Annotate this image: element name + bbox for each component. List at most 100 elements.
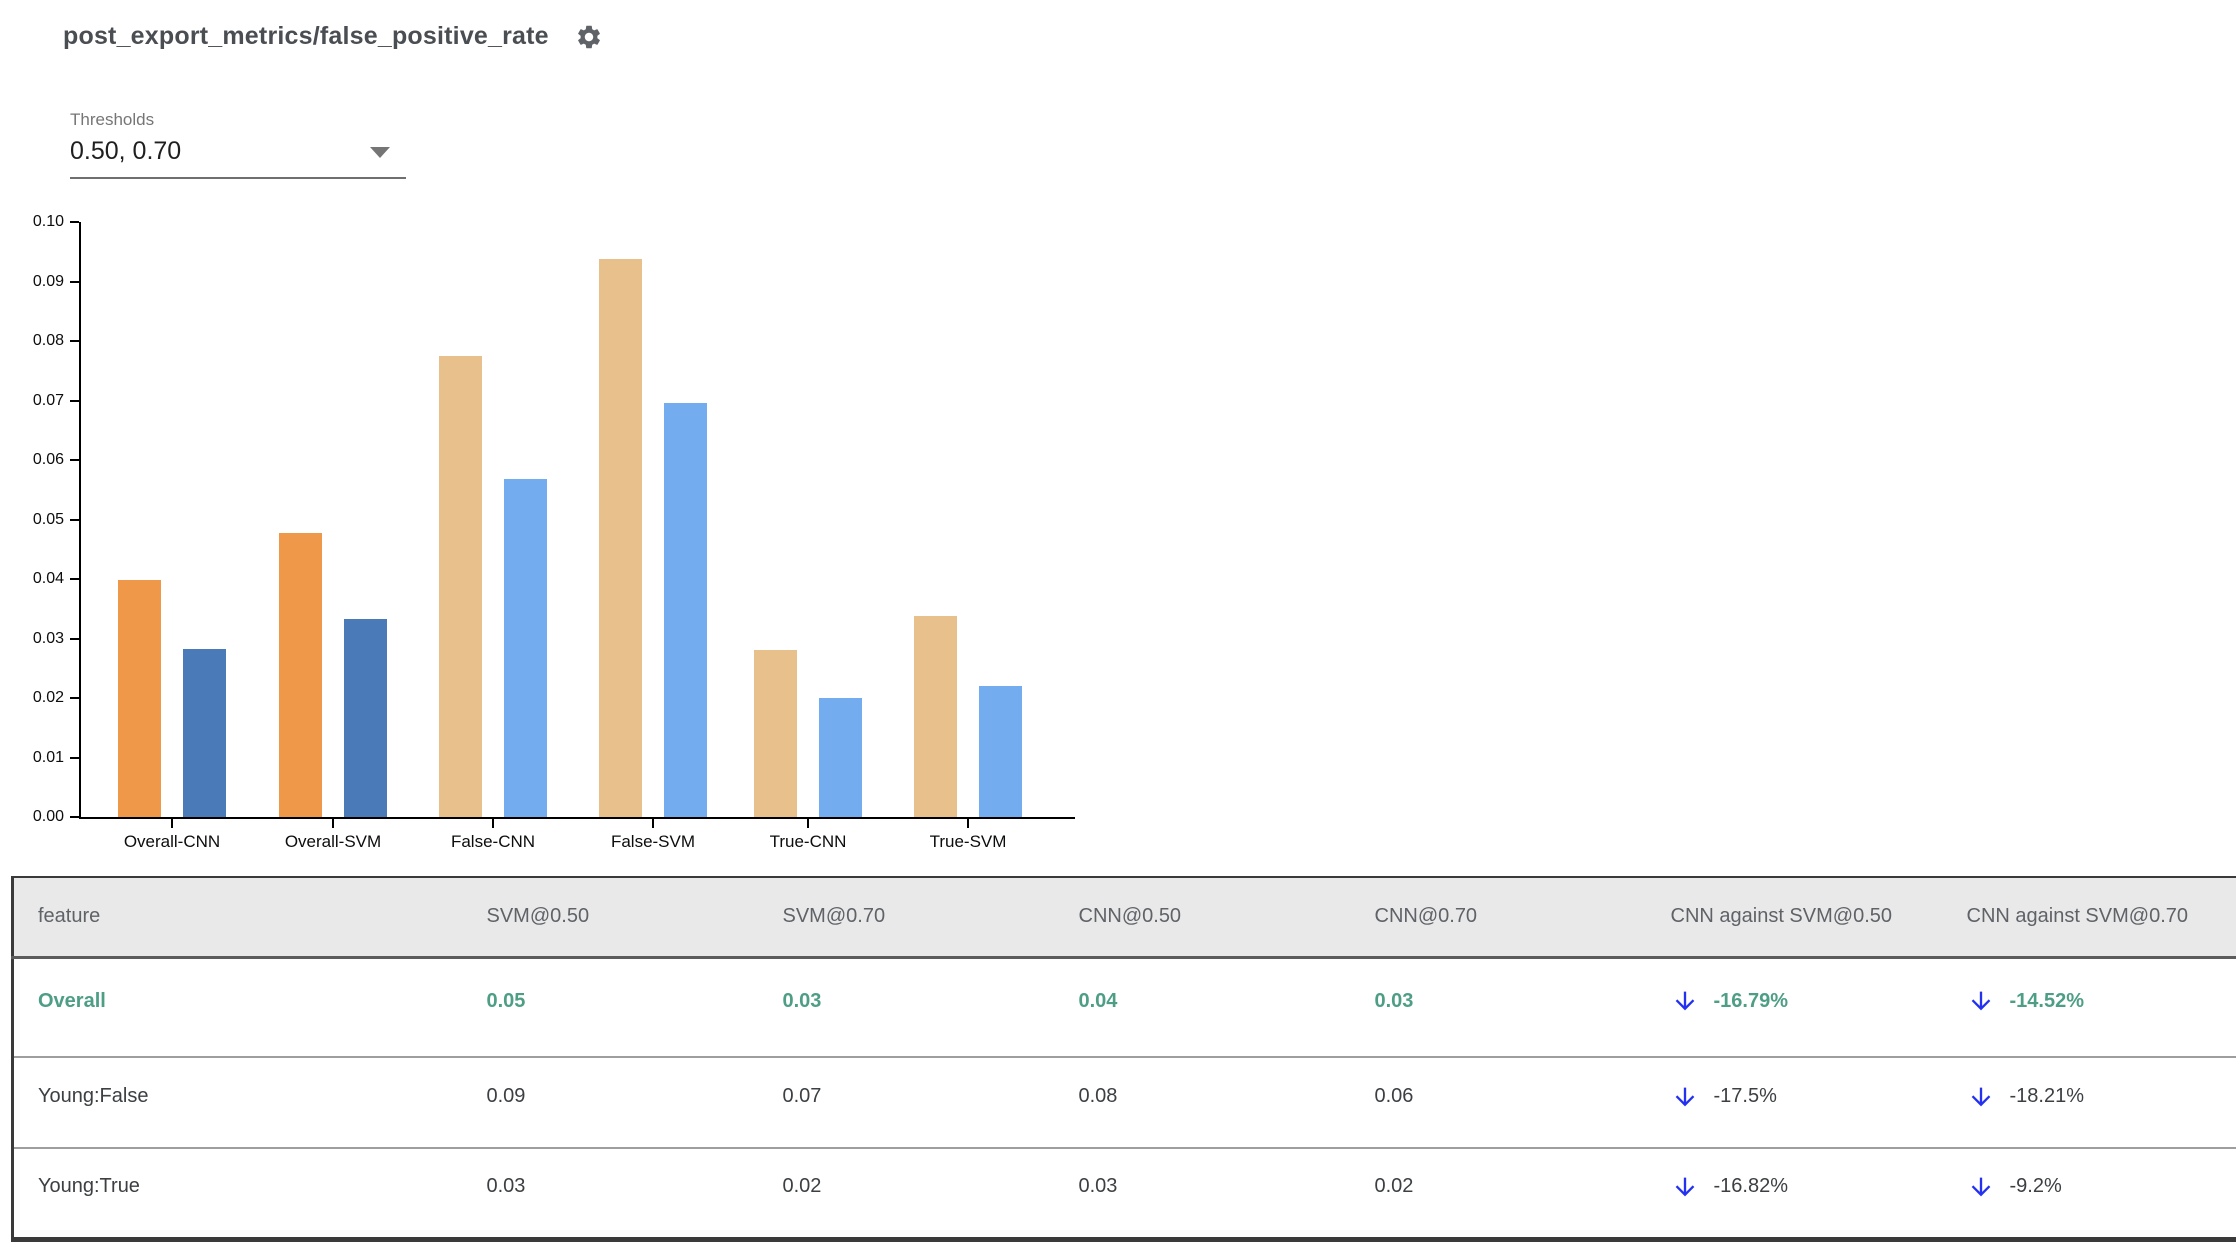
delta-text: -18.21% (2009, 1085, 2085, 1107)
y-tick-mark (70, 518, 79, 521)
delta-text: -16.79% (1713, 989, 1789, 1012)
y-tick-label: 0.06 (32, 451, 64, 468)
arrow-down-icon (1675, 991, 1694, 1011)
x-tick-label-false-svm: False-SVM (610, 832, 696, 851)
table-row-young-false[interactable]: Young:False 0.09 0.07 0.08 0.06 -17.5% -18.21% (12, 1057, 2236, 1149)
delta-text: -17.5% (1713, 1085, 1777, 1107)
y-axis (79, 222, 81, 819)
y-tick-label: 0.07 (32, 391, 64, 409)
x-axis (79, 817, 1075, 819)
x-tick-label-overall-svm: Overall-SVM (284, 832, 382, 851)
bar-overall-cnn-threshold-0-50[interactable] (118, 580, 161, 817)
delta-down: -9.2% (1967, 1173, 2230, 1201)
x-tick-mark (967, 819, 969, 828)
x-tick-mark (332, 819, 334, 828)
y-tick-label: 0.01 (32, 748, 64, 766)
y-tick-label: 0.04 (32, 570, 64, 587)
panel-header: post_export_metrics/false_positive_rate (63, 22, 603, 51)
value-cell: 0.03 (1054, 1148, 1351, 1242)
y-tick-label: 0.10 (32, 213, 64, 230)
y-tick-mark (70, 399, 79, 402)
column-header-svm-0-70: SVM@0.70 (758, 876, 1055, 959)
feature-cell: Young:False (12, 1057, 463, 1149)
column-header-svm-0-50: SVM@0.50 (462, 876, 759, 959)
bar-false-cnn-threshold-0-70[interactable] (504, 479, 547, 817)
delta-cell: -9.2% (1942, 1148, 2236, 1242)
value-cell: 0.09 (462, 1057, 759, 1149)
value-cell: 0.04 (1054, 957, 1351, 1058)
bar-false-cnn-threshold-0-50[interactable] (439, 356, 482, 817)
x-tick-label-true-svm: True-SVM (929, 832, 1007, 851)
bar-false-svm-threshold-0-50[interactable] (599, 259, 642, 817)
metric-title: post_export_metrics/false_positive_rate (63, 22, 549, 50)
value-cell: 0.06 (1350, 1057, 1647, 1149)
value-cell: 0.03 (462, 1148, 759, 1242)
arrow-down-icon (1675, 1177, 1694, 1197)
arrow-down-icon (1971, 1087, 1990, 1106)
delta-text: -14.52% (2009, 989, 2085, 1012)
y-tick-mark (70, 280, 79, 283)
y-tick-mark (70, 578, 79, 580)
y-tick-label: 0.03 (32, 629, 64, 647)
y-tick-mark (70, 697, 79, 699)
delta-text: -16.82% (1713, 1175, 1789, 1198)
column-header-cnn-0-70: CNN@0.70 (1350, 876, 1647, 959)
grouped-bar-chart: 0.00 0.01 0.02 0.03 0.04 0.05 0.06 0.07 0.08 0.09… (0, 0, 1160, 880)
metrics-table: feature SVM@0.50 SVM@0.70 CNN@0.50 CNN@0.70 C… (11, 876, 2236, 1242)
bar-true-svm-threshold-0-50[interactable] (914, 616, 957, 817)
x-tick-label-true-cnn: True-CNN (769, 832, 847, 851)
value-cell: 0.08 (1054, 1057, 1351, 1149)
arrow-down-icon (1971, 991, 1990, 1011)
y-tick-label: 0.08 (32, 332, 64, 349)
y-tick-label: 0.00 (32, 808, 64, 825)
thresholds-value: 0.50, 0.70 (70, 137, 182, 165)
delta-down: -16.82% (1671, 1173, 1937, 1201)
bar-false-svm-threshold-0-70[interactable] (664, 403, 707, 817)
column-header-cnn-0-50: CNN@0.50 (1054, 876, 1351, 959)
y-tick-label: 0.09 (32, 272, 64, 290)
thresholds-dropdown[interactable]: 0.50, 0.70 (70, 137, 406, 179)
x-tick-mark (652, 819, 654, 828)
x-tick-label-overall-cnn: Overall-CNN (123, 832, 221, 851)
value-cell: 0.03 (1350, 957, 1647, 1058)
feature-cell: Overall (12, 957, 463, 1058)
y-tick-mark (70, 221, 79, 223)
settings-gear-icon[interactable] (575, 23, 603, 51)
dropdown-caret-icon (370, 147, 390, 158)
value-cell: 0.02 (1350, 1148, 1647, 1242)
bar-overall-cnn-threshold-0-70[interactable] (183, 649, 226, 817)
table-body: Overall 0.05 0.03 0.04 0.03 -16.79% -14.52% You… (12, 957, 2236, 1242)
delta-cell: -16.82% (1646, 1148, 1943, 1242)
value-cell: 0.02 (758, 1148, 1055, 1242)
y-tick-mark (70, 637, 79, 640)
thresholds-control: Thresholds 0.50, 0.70 (70, 110, 406, 179)
y-tick-mark (70, 816, 79, 818)
arrow-down-icon (1971, 1177, 1990, 1197)
delta-cell: -17.5% (1646, 1057, 1943, 1149)
bar-overall-svm-threshold-0-50[interactable] (279, 533, 322, 817)
x-tick-mark (807, 819, 809, 828)
delta-cell: -18.21% (1942, 1057, 2236, 1149)
x-tick-mark (492, 819, 494, 828)
table-row-overall[interactable]: Overall 0.05 0.03 0.04 0.03 -16.79% -14.52% (12, 957, 2236, 1058)
y-tick-mark (70, 756, 79, 759)
table-row-young-true[interactable]: Young:True 0.03 0.02 0.03 0.02 -16.82% -9.2% (12, 1148, 2236, 1242)
y-tick-mark (70, 340, 79, 342)
value-cell: 0.05 (462, 957, 759, 1058)
column-header-cnn-against-svm-0-50: CNN against SVM@0.50 (1646, 876, 1943, 959)
thresholds-label: Thresholds (70, 110, 155, 129)
bar-overall-svm-threshold-0-70[interactable] (344, 619, 387, 817)
x-tick-label-false-cnn: False-CNN (450, 832, 536, 851)
delta-down: -14.52% (1967, 987, 2230, 1015)
x-tick-mark (171, 819, 173, 828)
bar-true-svm-threshold-0-70[interactable] (979, 686, 1022, 817)
bar-true-cnn-threshold-0-50[interactable] (754, 650, 797, 817)
bar-true-cnn-threshold-0-70[interactable] (819, 698, 862, 817)
delta-down: -16.79% (1671, 987, 1937, 1015)
table-header-row: feature SVM@0.50 SVM@0.70 CNN@0.50 CNN@0.70 C… (12, 876, 2236, 959)
value-cell: 0.03 (758, 957, 1055, 1058)
delta-cell: -14.52% (1942, 957, 2236, 1058)
delta-text: -9.2% (2009, 1175, 2062, 1198)
arrow-down-icon (1675, 1087, 1694, 1106)
